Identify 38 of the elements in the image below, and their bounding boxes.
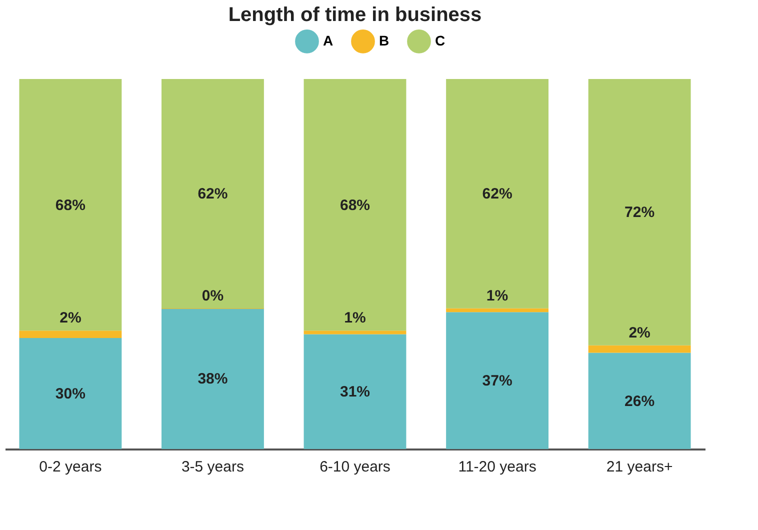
x-tick-label: 21 years+	[606, 458, 673, 476]
bar	[446, 308, 548, 312]
data-label: 62%	[198, 186, 228, 203]
bar	[446, 312, 548, 449]
bar	[19, 330, 122, 338]
bar	[588, 79, 691, 346]
data-label: 26%	[624, 392, 655, 410]
data-label: 1%	[486, 287, 508, 304]
legend-label: B	[379, 32, 390, 48]
data-label: 2%	[60, 310, 82, 327]
bar	[162, 308, 264, 449]
x-tick-label: 3-5 years	[181, 458, 244, 476]
data-label: 68%	[340, 196, 370, 214]
bar	[588, 345, 691, 353]
bar	[304, 334, 406, 449]
legend-label: C	[435, 32, 446, 48]
x-tick-label: 0-2 years	[39, 458, 102, 476]
data-label: 72%	[624, 204, 655, 222]
data-label: 62%	[482, 186, 512, 203]
bar	[304, 330, 406, 334]
x-tick-label: 11-20 years	[458, 458, 536, 476]
bar	[446, 79, 548, 308]
x-tick-label: 6-10 years	[320, 458, 390, 476]
legend-label: A	[323, 32, 334, 48]
data-label: 38%	[198, 370, 228, 388]
data-label: 2%	[628, 324, 650, 342]
data-label: 0%	[202, 287, 224, 304]
bar	[19, 338, 122, 449]
bar	[304, 79, 406, 331]
data-label: 37%	[482, 372, 512, 390]
chart-title: Length of time in business	[228, 4, 482, 26]
bar	[162, 79, 264, 308]
bar	[588, 352, 691, 449]
data-label: 68%	[55, 196, 86, 214]
bar	[19, 79, 122, 331]
data-label: 31%	[340, 384, 370, 401]
data-label: 30%	[55, 386, 86, 402]
data-label: 1%	[344, 310, 366, 327]
